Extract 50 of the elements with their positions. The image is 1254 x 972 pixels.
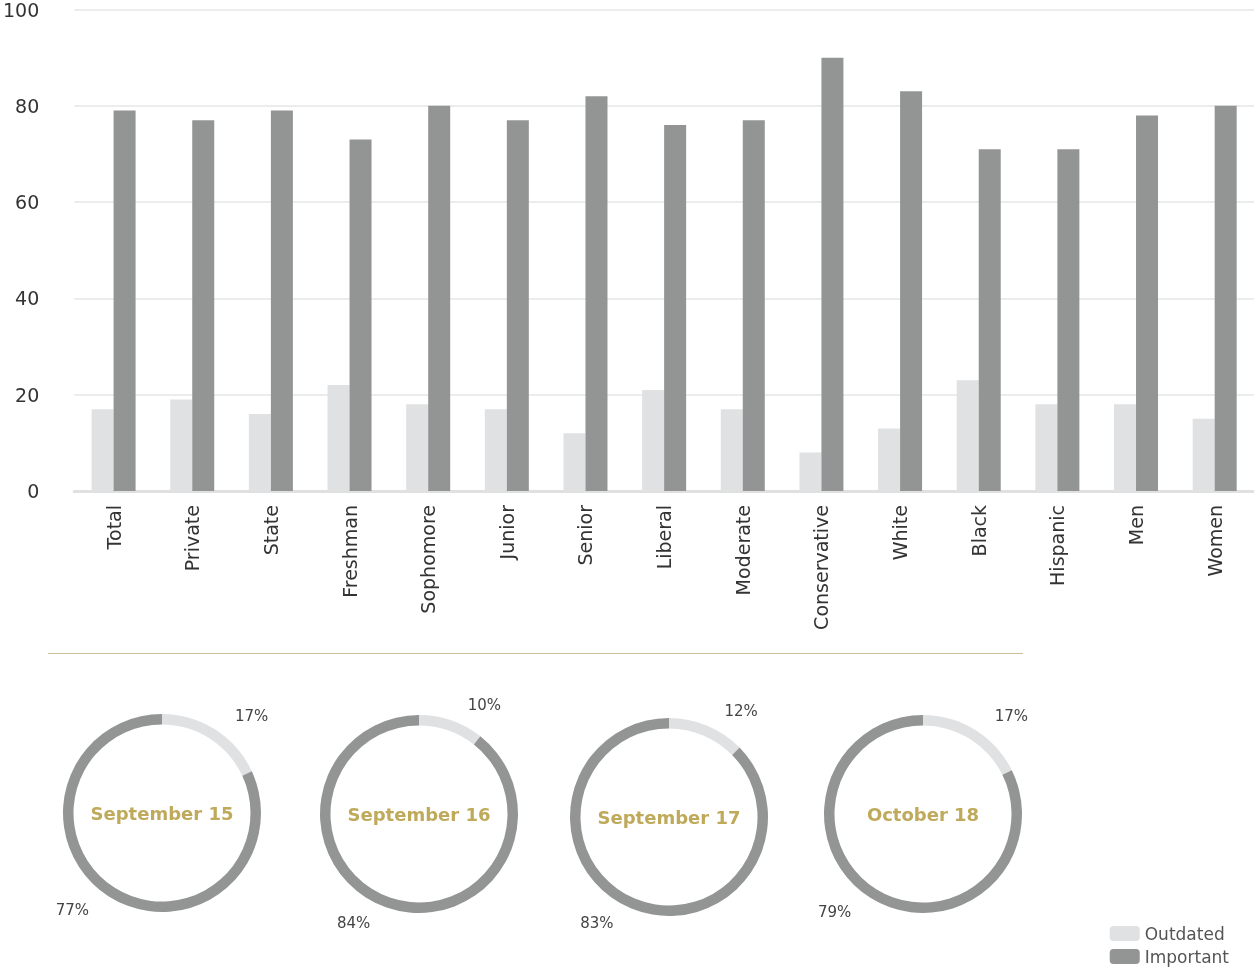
x-tick-label: Freshman — [338, 505, 361, 598]
bar — [585, 96, 608, 491]
x-tick-label: Private — [181, 505, 204, 572]
y-tick-label: 100 — [3, 0, 40, 21]
text: October 18 — [866, 803, 980, 825]
legend-label: Important — [1144, 946, 1230, 967]
bar — [821, 57, 844, 491]
text: September 17 — [597, 806, 741, 828]
legend-label: Outdated — [1144, 923, 1225, 944]
bar — [113, 110, 136, 491]
y-tick-label: 60 — [15, 191, 40, 214]
y-tick-label: 80 — [15, 94, 40, 117]
data-label: 84% — [336, 913, 371, 932]
bar — [978, 149, 1001, 491]
x-tick-label: Total — [102, 505, 125, 551]
text: September 15 — [90, 802, 234, 824]
bar — [192, 120, 215, 491]
x-tick-label: White — [889, 505, 912, 561]
data-label: 12% — [724, 701, 758, 720]
data-label: 79% — [817, 902, 852, 921]
x-tick-label: Men — [1125, 505, 1148, 546]
bar — [270, 110, 293, 491]
y-tick-label: 20 — [15, 383, 40, 406]
x-tick-label: Senior — [574, 504, 597, 566]
x-tick-label: Moderate — [731, 505, 754, 596]
x-tick-label: Hispanic — [1046, 505, 1069, 586]
data-label: 77% — [55, 900, 90, 919]
bar — [506, 120, 529, 491]
text: September 16 — [347, 803, 491, 825]
bar — [1057, 149, 1080, 491]
bar — [900, 91, 923, 491]
x-tick-label: Junior — [495, 504, 518, 561]
x-tick-label: Women — [1203, 505, 1226, 577]
x-tick-label: State — [259, 505, 282, 556]
x-tick-label: Black — [967, 505, 990, 557]
bar — [664, 125, 687, 491]
x-tick-label: Sophomore — [417, 505, 440, 614]
bar — [1136, 115, 1159, 491]
bar — [742, 120, 765, 491]
y-tick-label: 40 — [15, 287, 40, 310]
data-label: 10% — [467, 696, 502, 715]
x-tick-label: Conservative — [810, 505, 833, 630]
bar — [349, 139, 372, 491]
bar — [428, 105, 451, 491]
x-tick-label: Liberal — [653, 505, 676, 570]
bar — [1214, 105, 1237, 491]
data-label: 83% — [580, 914, 614, 933]
data-label: 17% — [234, 707, 269, 726]
data-label: 17% — [994, 707, 1029, 726]
y-tick-label: 0 — [27, 480, 40, 502]
